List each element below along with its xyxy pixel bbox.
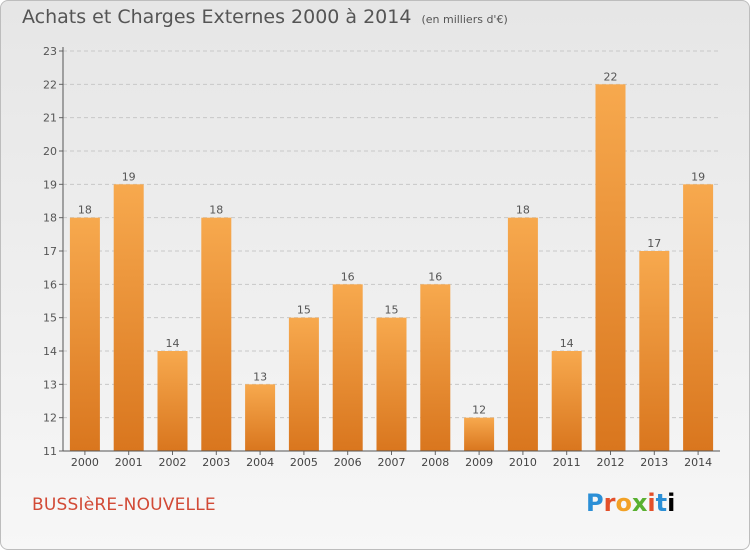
bar-value-label: 18	[516, 204, 530, 217]
y-tick-label: 15	[43, 312, 57, 325]
y-tick-label: 17	[43, 245, 57, 258]
bar-value-label: 19	[691, 170, 705, 183]
bar-value-label: 17	[647, 237, 661, 250]
x-tick-label: 2002	[159, 456, 187, 469]
bar	[376, 317, 407, 451]
x-tick-label: 2013	[640, 456, 668, 469]
x-tick-label: 2012	[597, 456, 625, 469]
x-tick-label: 2014	[684, 456, 712, 469]
chart-title-text: Achats et Charges Externes 2000 à 2014	[22, 6, 412, 28]
y-tick-label: 13	[43, 378, 57, 391]
bar	[201, 217, 232, 451]
x-tick-label: 2000	[71, 456, 99, 469]
proxiti-logo: Proxiti	[586, 489, 676, 517]
y-tick-label: 12	[43, 412, 57, 425]
bar	[639, 251, 670, 451]
y-tick-label: 22	[43, 78, 57, 91]
commune-name: BUSSIèRE-NOUVELLE	[32, 495, 216, 515]
bar-value-label: 18	[78, 204, 92, 217]
y-tick-label: 20	[43, 145, 57, 158]
x-tick-label: 2010	[509, 456, 537, 469]
x-tick-label: 2005	[290, 456, 318, 469]
bar-value-label: 14	[166, 337, 180, 350]
bar	[683, 184, 714, 452]
chart-title: Achats et Charges Externes 2000 à 2014 (e…	[22, 6, 508, 28]
bar-value-label: 13	[253, 370, 267, 383]
x-tick-label: 2006	[334, 456, 362, 469]
axes	[59, 47, 720, 455]
y-tick-label: 23	[43, 45, 57, 58]
bar-value-label: 18	[209, 204, 223, 217]
labels: 11 12 13 14 15 16 17 18 19 20 21 22 23 18 2000 19 2001 14…	[43, 45, 712, 469]
bar	[157, 351, 188, 451]
bar-value-label: 12	[472, 404, 486, 417]
bar	[507, 217, 538, 451]
y-tick-label: 19	[43, 178, 57, 191]
bar	[464, 417, 495, 451]
bar	[551, 351, 582, 451]
y-tick-label: 11	[43, 445, 57, 458]
bar-value-label: 16	[428, 270, 442, 283]
x-tick-label: 2007	[378, 456, 406, 469]
bar	[595, 84, 626, 451]
y-tick-label: 18	[43, 212, 57, 225]
x-tick-label: 2008	[421, 456, 449, 469]
bar	[245, 384, 276, 451]
bar	[69, 217, 100, 451]
bar-value-label: 15	[385, 304, 399, 317]
bar	[420, 284, 451, 451]
bar-value-label: 22	[604, 70, 618, 83]
x-tick-label: 2003	[202, 456, 230, 469]
bar-value-label: 14	[560, 337, 574, 350]
bar	[288, 317, 319, 451]
x-tick-label: 2011	[553, 456, 581, 469]
bar	[113, 184, 144, 452]
bars	[69, 84, 714, 452]
y-tick-label: 16	[43, 278, 57, 291]
x-tick-label: 2004	[246, 456, 274, 469]
y-tick-label: 21	[43, 112, 57, 125]
y-tick-label: 14	[43, 345, 57, 358]
bar	[332, 284, 363, 451]
x-tick-label: 2001	[115, 456, 143, 469]
chart-unit: (en milliers d'€)	[421, 13, 508, 26]
x-tick-label: 2009	[465, 456, 493, 469]
bar-value-label: 16	[341, 270, 355, 283]
bar-value-label: 15	[297, 304, 311, 317]
bar-value-label: 19	[122, 170, 136, 183]
